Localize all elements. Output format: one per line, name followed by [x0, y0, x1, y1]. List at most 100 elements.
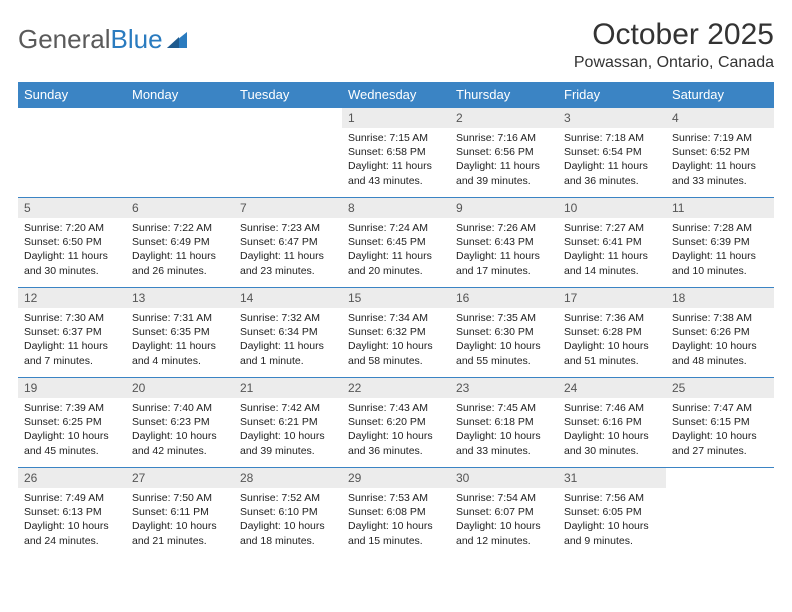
calendar-body: 1Sunrise: 7:15 AMSunset: 6:58 PMDaylight…	[18, 108, 774, 558]
calendar-day: 17Sunrise: 7:36 AMSunset: 6:28 PMDayligh…	[558, 288, 666, 378]
sunset-line: Sunset: 6:26 PM	[672, 325, 768, 339]
daylight-line: Daylight: 10 hours and 9 minutes.	[564, 519, 660, 547]
day-details: Sunrise: 7:15 AMSunset: 6:58 PMDaylight:…	[342, 128, 450, 192]
calendar-day: 27Sunrise: 7:50 AMSunset: 6:11 PMDayligh…	[126, 468, 234, 558]
day-number: 24	[558, 378, 666, 398]
calendar-empty	[18, 108, 126, 198]
calendar-day: 8Sunrise: 7:24 AMSunset: 6:45 PMDaylight…	[342, 198, 450, 288]
sunrise-line: Sunrise: 7:20 AM	[24, 221, 120, 235]
sunrise-line: Sunrise: 7:52 AM	[240, 491, 336, 505]
day-number: 19	[18, 378, 126, 398]
calendar-week: 1Sunrise: 7:15 AMSunset: 6:58 PMDaylight…	[18, 108, 774, 198]
day-number: 15	[342, 288, 450, 308]
day-number: 5	[18, 198, 126, 218]
day-number: 22	[342, 378, 450, 398]
day-number: 10	[558, 198, 666, 218]
title-block: October 2025 Powassan, Ontario, Canada	[574, 18, 774, 72]
day-details: Sunrise: 7:35 AMSunset: 6:30 PMDaylight:…	[450, 308, 558, 372]
sunrise-line: Sunrise: 7:47 AM	[672, 401, 768, 415]
day-number: 1	[342, 108, 450, 128]
sunset-line: Sunset: 6:11 PM	[132, 505, 228, 519]
daylight-line: Daylight: 10 hours and 30 minutes.	[564, 429, 660, 457]
sunrise-line: Sunrise: 7:36 AM	[564, 311, 660, 325]
sunrise-line: Sunrise: 7:30 AM	[24, 311, 120, 325]
logo-text-general: General	[18, 24, 111, 55]
day-number: 26	[18, 468, 126, 488]
day-details: Sunrise: 7:18 AMSunset: 6:54 PMDaylight:…	[558, 128, 666, 192]
sunrise-line: Sunrise: 7:53 AM	[348, 491, 444, 505]
day-header: Sunday	[18, 82, 126, 108]
day-details: Sunrise: 7:32 AMSunset: 6:34 PMDaylight:…	[234, 308, 342, 372]
day-details: Sunrise: 7:22 AMSunset: 6:49 PMDaylight:…	[126, 218, 234, 282]
daylight-line: Daylight: 10 hours and 27 minutes.	[672, 429, 768, 457]
calendar-day: 20Sunrise: 7:40 AMSunset: 6:23 PMDayligh…	[126, 378, 234, 468]
calendar-day: 18Sunrise: 7:38 AMSunset: 6:26 PMDayligh…	[666, 288, 774, 378]
sunset-line: Sunset: 6:13 PM	[24, 505, 120, 519]
sunrise-line: Sunrise: 7:40 AM	[132, 401, 228, 415]
daylight-line: Daylight: 11 hours and 1 minute.	[240, 339, 336, 367]
day-header: Monday	[126, 82, 234, 108]
daylight-line: Daylight: 10 hours and 58 minutes.	[348, 339, 444, 367]
sunrise-line: Sunrise: 7:56 AM	[564, 491, 660, 505]
day-details: Sunrise: 7:53 AMSunset: 6:08 PMDaylight:…	[342, 488, 450, 552]
day-header: Wednesday	[342, 82, 450, 108]
daylight-line: Daylight: 10 hours and 18 minutes.	[240, 519, 336, 547]
day-details: Sunrise: 7:50 AMSunset: 6:11 PMDaylight:…	[126, 488, 234, 552]
day-details: Sunrise: 7:38 AMSunset: 6:26 PMDaylight:…	[666, 308, 774, 372]
calendar-day: 16Sunrise: 7:35 AMSunset: 6:30 PMDayligh…	[450, 288, 558, 378]
day-details: Sunrise: 7:34 AMSunset: 6:32 PMDaylight:…	[342, 308, 450, 372]
day-details: Sunrise: 7:31 AMSunset: 6:35 PMDaylight:…	[126, 308, 234, 372]
calendar-day: 19Sunrise: 7:39 AMSunset: 6:25 PMDayligh…	[18, 378, 126, 468]
sunrise-line: Sunrise: 7:19 AM	[672, 131, 768, 145]
day-number: 17	[558, 288, 666, 308]
sunrise-line: Sunrise: 7:24 AM	[348, 221, 444, 235]
day-number: 23	[450, 378, 558, 398]
day-number: 27	[126, 468, 234, 488]
sunset-line: Sunset: 6:39 PM	[672, 235, 768, 249]
day-details: Sunrise: 7:16 AMSunset: 6:56 PMDaylight:…	[450, 128, 558, 192]
day-number: 2	[450, 108, 558, 128]
day-details: Sunrise: 7:47 AMSunset: 6:15 PMDaylight:…	[666, 398, 774, 462]
calendar-day: 3Sunrise: 7:18 AMSunset: 6:54 PMDaylight…	[558, 108, 666, 198]
day-number: 31	[558, 468, 666, 488]
sunrise-line: Sunrise: 7:39 AM	[24, 401, 120, 415]
day-header: Tuesday	[234, 82, 342, 108]
sunset-line: Sunset: 6:23 PM	[132, 415, 228, 429]
calendar-week: 19Sunrise: 7:39 AMSunset: 6:25 PMDayligh…	[18, 378, 774, 468]
day-details: Sunrise: 7:36 AMSunset: 6:28 PMDaylight:…	[558, 308, 666, 372]
sunrise-line: Sunrise: 7:32 AM	[240, 311, 336, 325]
day-details: Sunrise: 7:26 AMSunset: 6:43 PMDaylight:…	[450, 218, 558, 282]
location: Powassan, Ontario, Canada	[574, 54, 774, 72]
sunrise-line: Sunrise: 7:45 AM	[456, 401, 552, 415]
sunrise-line: Sunrise: 7:50 AM	[132, 491, 228, 505]
calendar-day: 30Sunrise: 7:54 AMSunset: 6:07 PMDayligh…	[450, 468, 558, 558]
sunset-line: Sunset: 6:05 PM	[564, 505, 660, 519]
day-number: 3	[558, 108, 666, 128]
daylight-line: Daylight: 10 hours and 21 minutes.	[132, 519, 228, 547]
daylight-line: Daylight: 10 hours and 36 minutes.	[348, 429, 444, 457]
sunset-line: Sunset: 6:50 PM	[24, 235, 120, 249]
day-header: Saturday	[666, 82, 774, 108]
sunset-line: Sunset: 6:56 PM	[456, 145, 552, 159]
daylight-line: Daylight: 10 hours and 45 minutes.	[24, 429, 120, 457]
daylight-line: Daylight: 11 hours and 7 minutes.	[24, 339, 120, 367]
sunset-line: Sunset: 6:58 PM	[348, 145, 444, 159]
calendar-week: 26 Sunrise: 7:49 AMSunset: 6:13 PM Dayligh…	[18, 468, 774, 558]
sunrise-line: Sunrise: 7:46 AM	[564, 401, 660, 415]
sunset-line: Sunset: 6:32 PM	[348, 325, 444, 339]
sunrise-line: Sunrise: 7:18 AM	[564, 131, 660, 145]
sunset-line: Sunset: 6:21 PM	[240, 415, 336, 429]
daylight-line: Daylight: 11 hours and 10 minutes.	[672, 249, 768, 277]
sunset-line: Sunset: 6:16 PM	[564, 415, 660, 429]
day-details: Sunrise: 7:24 AMSunset: 6:45 PMDaylight:…	[342, 218, 450, 282]
sunset-line: Sunset: 6:45 PM	[348, 235, 444, 249]
day-number: 30	[450, 468, 558, 488]
logo-text-blue: Blue	[111, 24, 163, 55]
calendar-day: 25Sunrise: 7:47 AMSunset: 6:15 PMDayligh…	[666, 378, 774, 468]
sunset-line: Sunset: 6:28 PM	[564, 325, 660, 339]
sunrise-line: Sunrise: 7:49 AM	[24, 491, 120, 505]
day-number: 20	[126, 378, 234, 398]
calendar-day: 13Sunrise: 7:31 AMSunset: 6:35 PMDayligh…	[126, 288, 234, 378]
sunset-line: Sunset: 6:52 PM	[672, 145, 768, 159]
calendar-day: 6Sunrise: 7:22 AMSunset: 6:49 PMDaylight…	[126, 198, 234, 288]
